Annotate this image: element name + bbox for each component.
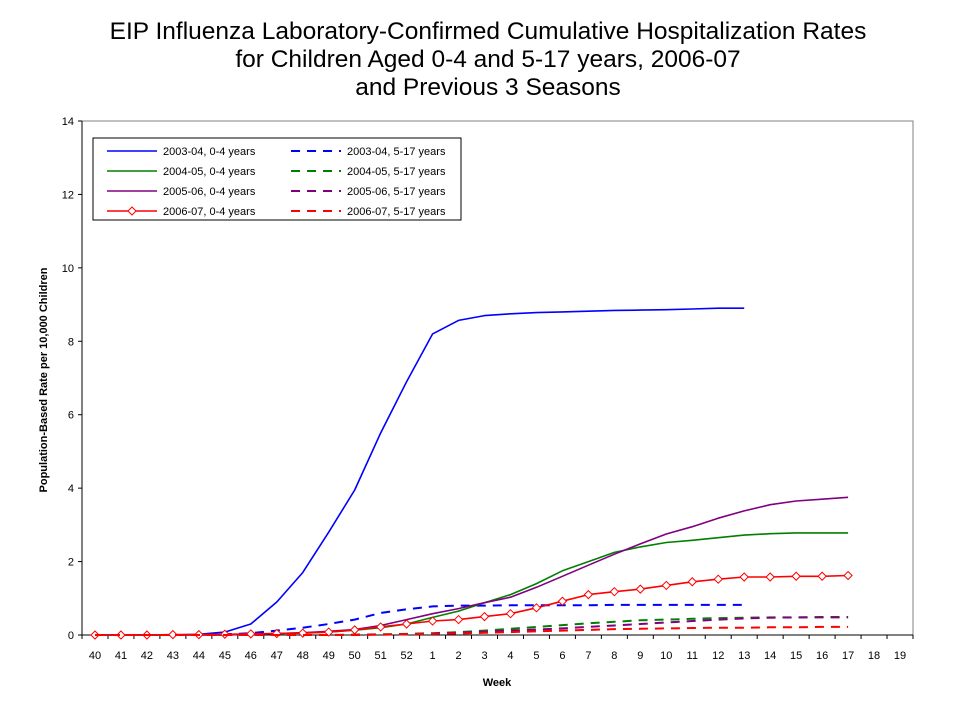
data-point [531,603,542,613]
data-point [116,630,126,640]
data-point [843,570,853,581]
data-point [713,574,723,584]
legend-label: 2003-04, 0-4 years [163,146,256,158]
x-tick-label: 10 [660,650,672,662]
data-point [583,589,594,600]
data-point [765,572,775,582]
y-axis-title: Population-Based Rate per 10,000 Childre… [38,267,50,493]
title-line-2: for Children Aged 0-4 and 5-17 years, 20… [235,46,741,73]
title-line-1: EIP Influenza Laboratory-Confirmed Cumul… [109,18,867,45]
legend-label: 2006-07, 5-17 years [347,206,446,218]
x-tick-label: 48 [297,650,309,662]
data-point [349,625,360,635]
y-tick-label: 0 [68,630,74,642]
y-tick-label: 8 [68,336,74,348]
y-tick-label: 10 [62,263,74,275]
x-tick-label: 7 [585,650,591,662]
x-tick-label: 5 [533,650,539,662]
x-tick-label: 46 [245,650,257,662]
data-point [687,577,697,587]
data-point [401,619,412,629]
data-point [90,630,100,640]
x-tick-label: 17 [842,650,854,662]
x-tick-label: 19 [894,650,906,662]
x-tick-label: 47 [271,650,283,662]
data-point [246,629,256,639]
x-tick-label: 1 [430,650,436,662]
data-point [739,572,749,582]
data-point [635,584,646,594]
y-tick-label: 14 [62,116,74,128]
series-line-7 [95,625,849,636]
data-point [479,611,490,622]
x-tick-label: 51 [375,650,387,662]
data-point [427,616,438,626]
x-tick-label: 14 [764,650,776,662]
x-tick-label: 8 [611,650,617,662]
series-line-1 [95,603,745,636]
data-point [557,596,568,606]
legend-label: 2004-05, 5-17 years [347,166,446,178]
x-tick-label: 18 [868,650,880,662]
legend-marker [127,206,137,216]
data-point [505,608,516,619]
x-tick-label: 3 [481,650,487,662]
y-tick-label: 12 [62,189,74,201]
title-line-3: and Previous 3 Seasons [355,74,621,101]
x-tick-label: 4 [507,650,513,662]
x-tick-label: 15 [790,650,802,662]
x-tick-label: 49 [323,650,335,662]
legend-label: 2006-07, 0-4 years [163,206,256,218]
y-tick-label: 2 [68,557,74,569]
data-point [375,622,386,632]
x-tick-label: 9 [637,650,643,662]
x-tick-label: 42 [141,650,153,662]
x-tick-label: 41 [115,650,127,662]
data-point [453,614,464,625]
series-line-0 [95,307,745,636]
x-tick-label: 40 [89,650,101,662]
legend-label: 2003-04, 5-17 years [347,146,446,158]
x-tick-label: 50 [349,650,361,662]
y-tick-label: 6 [68,410,74,422]
y-tick-label: 4 [68,483,74,495]
x-tick-label: 45 [219,650,231,662]
legend-label: 2005-06, 0-4 years [163,186,256,198]
x-tick-label: 11 [687,650,698,662]
data-point [791,571,801,581]
x-tick-label: 6 [559,650,565,662]
data-point [817,571,827,581]
data-point [609,586,620,597]
x-tick-label: 12 [712,650,724,662]
x-axis-title: Week [482,677,512,689]
data-point [168,629,178,640]
x-tick-label: 43 [167,650,179,662]
x-tick-label: 2 [455,650,461,662]
x-tick-label: 13 [738,650,750,662]
legend-label: 2004-05, 0-4 years [163,166,256,178]
series-line-4 [95,496,849,636]
x-tick-label: 16 [816,650,828,662]
data-point [661,580,672,591]
x-tick-label: 52 [400,650,412,662]
chart-title: EIP Influenza Laboratory-Confirmed Cumul… [0,18,960,102]
x-tick-label: 44 [193,650,205,662]
legend-label: 2005-06, 5-17 years [347,186,446,198]
